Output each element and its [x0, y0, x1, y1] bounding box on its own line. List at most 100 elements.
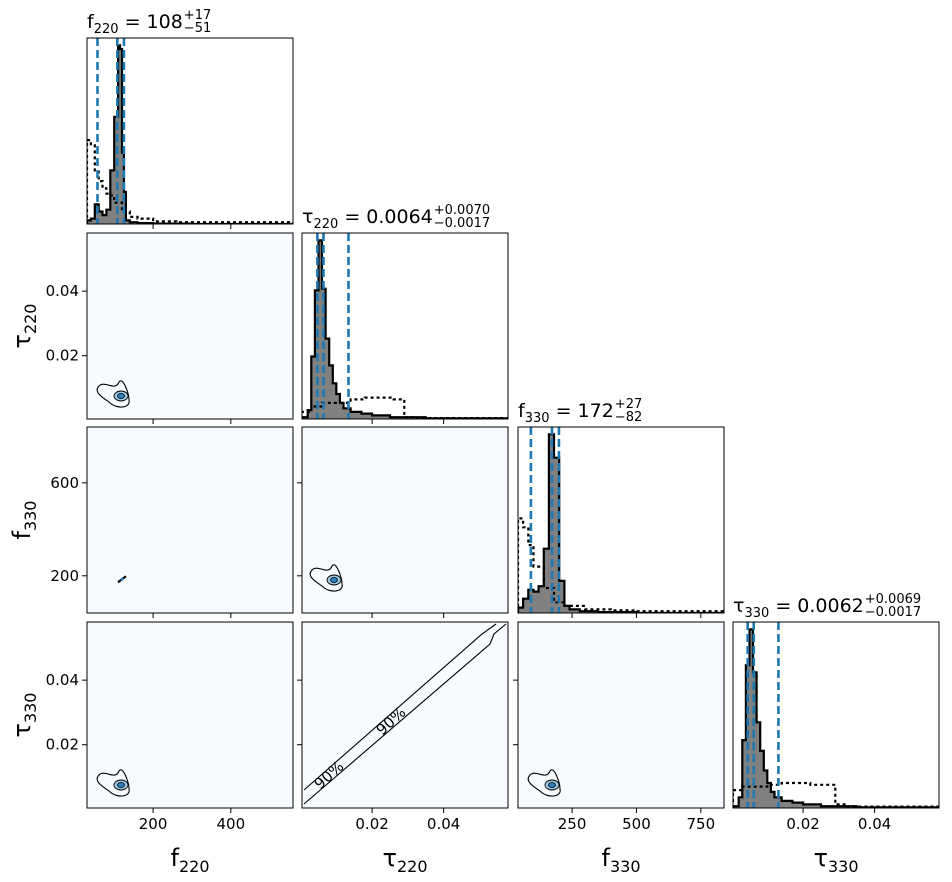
panel-frame	[86, 232, 294, 420]
y-tick-label: 200	[50, 567, 79, 585]
axis-symbol: τ	[8, 723, 36, 737]
axis-symbol: f	[8, 531, 36, 540]
title-tau330: τ330 = 0.0062 +0.0069−0.0017	[733, 592, 921, 621]
title-symbol: τ	[733, 595, 744, 617]
contour-core	[120, 577, 124, 581]
panel-2d-tau220-vs-f220	[86, 232, 294, 420]
title-tau220: τ220 = 0.0064 +0.0070−0.0017	[302, 203, 490, 232]
panel-2d-f330-vs-f220	[86, 426, 294, 614]
y-tick-label: 0.04	[46, 671, 79, 689]
contour-line	[303, 623, 507, 805]
title-symbol: f	[518, 400, 526, 422]
x-axis-label-f220: f220	[171, 844, 210, 876]
axis-symbol: f	[602, 844, 611, 872]
posterior-outline	[518, 433, 724, 613]
panel-2d-tau330-vs-f220	[86, 621, 294, 809]
panel-frame	[301, 621, 509, 809]
x-tick-label: 250	[558, 815, 587, 833]
x-tick-label: 750	[687, 815, 716, 833]
posterior-outline	[733, 628, 939, 808]
x-tick-label: 0.02	[355, 815, 388, 833]
title-subscript: 220	[313, 217, 338, 232]
axis-symbol: τ	[383, 844, 397, 872]
axis-symbol: τ	[814, 844, 828, 872]
x-axis-label-f330: f330	[602, 844, 641, 876]
y-tick-label: 600	[50, 474, 79, 492]
hist-content	[87, 38, 293, 224]
title-value: = 108	[119, 11, 183, 33]
title-lower-error: −0.0017	[865, 605, 921, 620]
panel-2d-f330-vs-tau220	[301, 426, 509, 614]
hist-content	[302, 233, 508, 419]
x-tick-label: 200	[139, 815, 168, 833]
panel-hist-f330	[517, 426, 725, 614]
y-tick-label: 0.02	[46, 736, 79, 754]
panel-frame	[301, 426, 509, 614]
y-tick-label: 0.04	[46, 282, 79, 300]
panel-hist-f220	[86, 37, 294, 225]
title-value: = 0.0062	[769, 595, 863, 617]
title-value: = 172	[550, 400, 614, 422]
panel-hist-tau330	[732, 621, 940, 809]
title-text-tau220: τ220 = 0.0064	[302, 206, 433, 232]
panel-background	[302, 622, 508, 808]
title-value: = 0.0064	[338, 206, 432, 228]
axis-subscript: 330	[828, 857, 859, 876]
x-tick-label: 0.04	[858, 815, 891, 833]
posterior-outline	[302, 239, 508, 419]
panel-frame	[517, 621, 725, 809]
title-upper-error: +0.0069	[865, 592, 921, 607]
x-tick-label: 0.02	[786, 815, 819, 833]
axis-subscript: 330	[21, 693, 40, 724]
x-tick-label: 500	[622, 815, 651, 833]
panel-frame	[86, 426, 294, 614]
posterior-fill	[302, 240, 508, 419]
title-upper-error: +27	[615, 397, 642, 412]
axis-subscript: 220	[397, 857, 428, 876]
title-upper-error: +0.0070	[434, 203, 490, 218]
panel-2d-tau330-vs-tau220: 90%90%	[301, 621, 509, 809]
title-f330: f330 = 172 +27−82	[518, 397, 642, 426]
contour-inner	[117, 782, 125, 789]
axis-symbol: f	[171, 844, 180, 872]
hist-content	[518, 427, 724, 613]
panel-2d-tau330-vs-f330	[517, 621, 725, 809]
y-tick-label: 0.02	[46, 347, 79, 365]
title-upper-error: +17	[184, 8, 211, 23]
title-text-f330: f330 = 172	[518, 400, 614, 426]
panel-hist-tau220	[301, 232, 509, 420]
title-f220: f220 = 108 +17−51	[87, 8, 211, 37]
prior-outline	[302, 396, 508, 419]
title-lower-error: −51	[184, 21, 211, 36]
title-symbol: f	[87, 11, 95, 33]
title-text-f220: f220 = 108	[87, 11, 183, 37]
contour-inner	[330, 577, 338, 584]
title-lower-error: −0.0017	[434, 216, 490, 231]
panel-frame	[86, 621, 294, 809]
contour-line	[303, 623, 497, 791]
prior-outline	[733, 781, 939, 808]
panel-frame	[86, 37, 294, 225]
x-axis-label-tau330: τ330	[814, 844, 859, 876]
x-axis-label-tau220: τ220	[383, 844, 428, 876]
title-lower-error: −82	[615, 410, 642, 425]
hist-content	[733, 622, 939, 808]
panel-frame	[301, 232, 509, 420]
axis-subscript: 330	[610, 857, 641, 876]
axis-subscript: 220	[21, 304, 40, 335]
posterior-fill	[733, 629, 939, 808]
contour-inner	[548, 782, 556, 789]
title-subscript: 330	[744, 606, 769, 621]
prior-outline	[87, 139, 293, 224]
y-axis-label-tau330: τ330	[8, 693, 40, 738]
contour-inner	[117, 392, 125, 399]
title-subscript: 220	[94, 22, 119, 37]
title-subscript: 330	[525, 411, 550, 426]
axis-subscript: 220	[179, 857, 210, 876]
axis-symbol: τ	[8, 334, 36, 348]
y-axis-label-tau220: τ220	[8, 304, 40, 349]
panel-frame	[517, 426, 725, 614]
panel-background	[87, 427, 293, 613]
panel-frame	[732, 621, 940, 809]
